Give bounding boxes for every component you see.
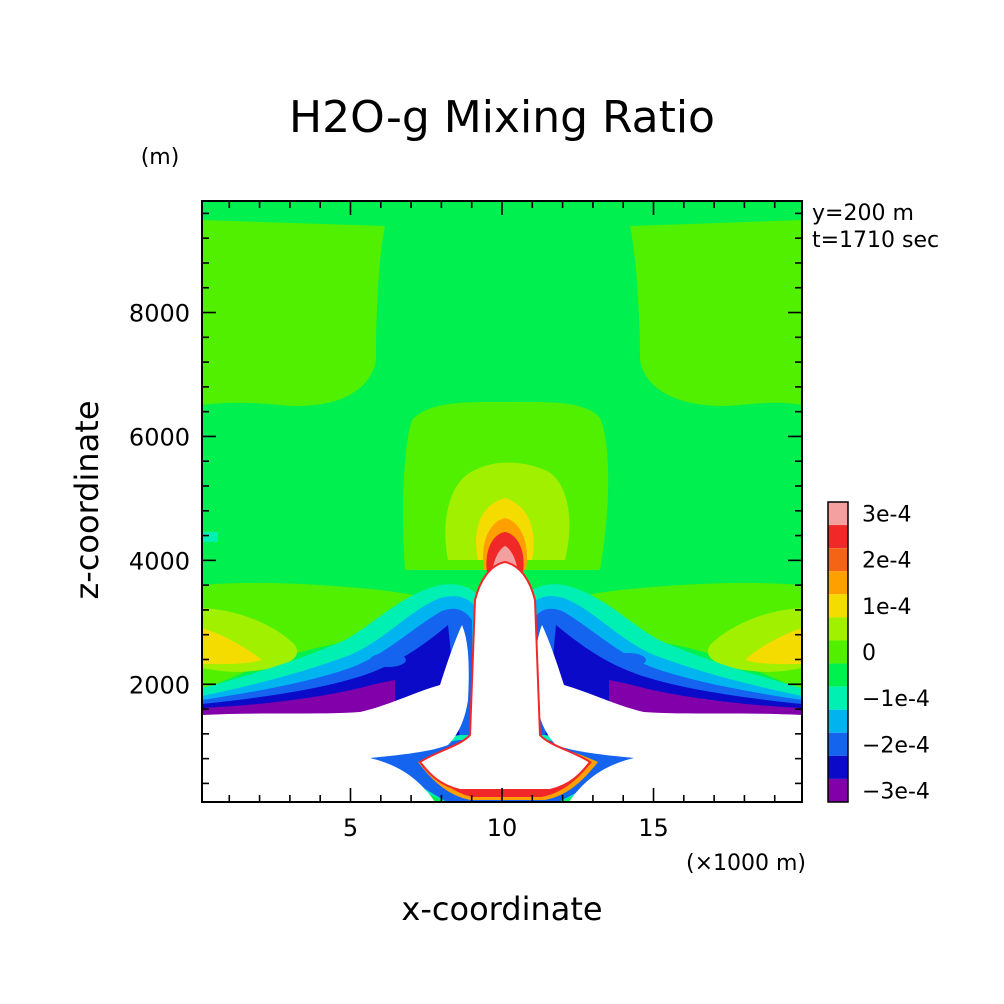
- colorbar-label: −1e-4: [862, 687, 930, 712]
- colorbar-swatch: [828, 686, 848, 710]
- x-tick-label: 15: [638, 814, 669, 842]
- cloud-core-edge: [418, 560, 592, 791]
- x-tick-label: 10: [487, 814, 518, 842]
- y-axis-unit: (m): [141, 145, 180, 170]
- pocket-right: [610, 653, 646, 667]
- pocket-left: [370, 653, 406, 667]
- colorbar-swatch: [828, 663, 848, 687]
- colorbar-swatch: [828, 732, 848, 756]
- colorbar-label: 2e-4: [862, 549, 911, 574]
- chart-title: H2O-g Mixing Ratio: [289, 92, 715, 143]
- colorbar-swatch: [828, 755, 848, 779]
- colorbar-label: 0: [862, 641, 876, 666]
- colorbar-swatch: [828, 571, 848, 595]
- colorbar-swatch: [828, 709, 848, 733]
- colorbar-label: 3e-4: [862, 503, 911, 528]
- colorbar-swatch: [828, 640, 848, 664]
- cloud-core: [420, 562, 590, 790]
- y-tick-label: 4000: [129, 547, 190, 575]
- colorbar-swatch: [828, 617, 848, 641]
- colorbar-swatch: [828, 548, 848, 572]
- colorbar-label: −3e-4: [862, 779, 930, 804]
- colorbar-label: 1e-4: [862, 595, 911, 620]
- band-left-15e4: [202, 628, 262, 665]
- colorbar-swatch: [828, 594, 848, 618]
- x-tick-label: 5: [343, 814, 358, 842]
- x-axis-unit: (×1000 m): [686, 851, 806, 876]
- cloud-interior: [202, 625, 802, 802]
- y-tick-label: 6000: [129, 423, 190, 451]
- annotation-time: t=1710 sec: [812, 228, 939, 253]
- colorbar-frame: [827, 501, 849, 803]
- contour-field: [202, 201, 802, 802]
- annotation-y-slice: y=200 m: [812, 201, 914, 226]
- y-axis-label: z-coordinate: [68, 400, 106, 599]
- colorbar-swatch: [828, 778, 848, 802]
- pocket-edge: [202, 532, 218, 542]
- colorbar-label: −2e-4: [862, 733, 930, 758]
- y-tick-label: 2000: [129, 671, 190, 699]
- band-right-15e4: [745, 628, 802, 665]
- y-tick-label: 8000: [129, 300, 190, 328]
- colorbar-swatch: [828, 502, 848, 526]
- axis-ticks: 5 10 15 2000 4000 6000 8000: [129, 201, 802, 842]
- x-axis-label: x-coordinate: [401, 890, 602, 928]
- band-upper-right-lobe: [630, 220, 802, 406]
- colorbar: 3e-4 2e-4 1e-4 0 −1e-4 −2e-4 −3e-4: [827, 501, 930, 804]
- colorbar-swatch: [828, 525, 848, 549]
- band-upper-left-lobe: [202, 220, 385, 406]
